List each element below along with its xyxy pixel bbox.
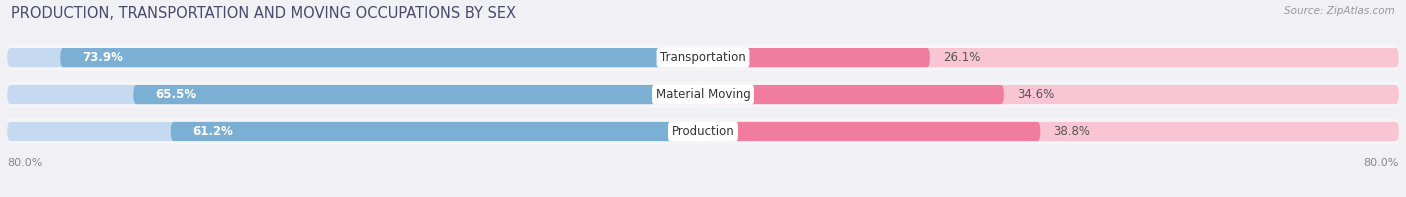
FancyBboxPatch shape <box>60 48 703 67</box>
Text: PRODUCTION, TRANSPORTATION AND MOVING OCCUPATIONS BY SEX: PRODUCTION, TRANSPORTATION AND MOVING OC… <box>11 6 516 21</box>
Text: Source: ZipAtlas.com: Source: ZipAtlas.com <box>1284 6 1395 16</box>
Text: 65.5%: 65.5% <box>155 88 195 101</box>
FancyBboxPatch shape <box>703 48 1399 67</box>
FancyBboxPatch shape <box>703 122 1040 141</box>
Text: 26.1%: 26.1% <box>943 51 980 64</box>
FancyBboxPatch shape <box>170 122 703 141</box>
FancyBboxPatch shape <box>7 85 703 104</box>
Text: 73.9%: 73.9% <box>82 51 122 64</box>
Text: Transportation: Transportation <box>661 51 745 64</box>
FancyBboxPatch shape <box>7 118 1399 145</box>
FancyBboxPatch shape <box>703 48 929 67</box>
Text: 61.2%: 61.2% <box>193 125 233 138</box>
FancyBboxPatch shape <box>134 85 703 104</box>
Text: Production: Production <box>672 125 734 138</box>
FancyBboxPatch shape <box>703 85 1004 104</box>
Text: 38.8%: 38.8% <box>1053 125 1091 138</box>
FancyBboxPatch shape <box>703 122 1399 141</box>
FancyBboxPatch shape <box>7 81 1399 108</box>
Text: 80.0%: 80.0% <box>1364 158 1399 168</box>
Text: Material Moving: Material Moving <box>655 88 751 101</box>
FancyBboxPatch shape <box>7 44 1399 71</box>
FancyBboxPatch shape <box>7 48 703 67</box>
Text: 80.0%: 80.0% <box>7 158 42 168</box>
FancyBboxPatch shape <box>7 122 703 141</box>
FancyBboxPatch shape <box>703 85 1399 104</box>
Text: 34.6%: 34.6% <box>1017 88 1054 101</box>
